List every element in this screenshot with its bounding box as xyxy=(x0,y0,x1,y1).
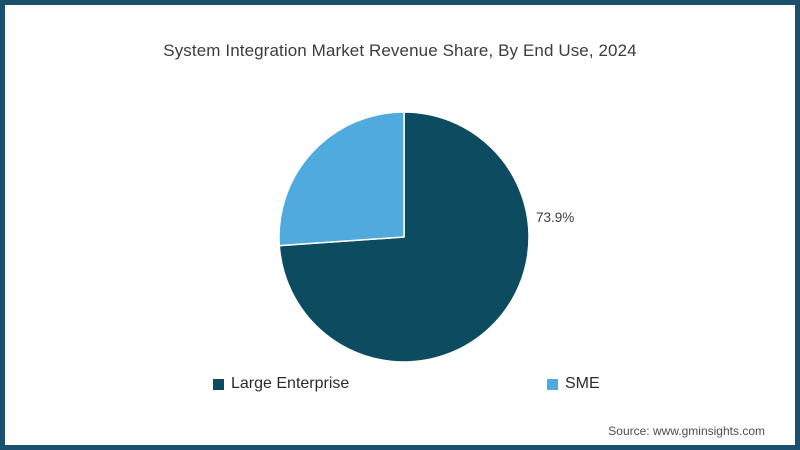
chart-title: System Integration Market Revenue Share,… xyxy=(163,41,637,60)
legend-label-large-enterprise: Large Enterprise xyxy=(231,375,350,392)
legend-item-large-enterprise: Large Enterprise xyxy=(213,376,349,392)
pie-chart-svg xyxy=(278,111,530,363)
legend-swatch-large-enterprise-icon xyxy=(213,378,224,390)
legend-label-sme: SME xyxy=(565,375,600,392)
pie-slice-sme xyxy=(278,111,405,247)
legend-item-sme: SME xyxy=(547,376,600,392)
source-attribution: Source: www.gminsights.com xyxy=(608,424,765,438)
pie-chart xyxy=(269,102,539,372)
data-label-large-enterprise: 73.9% xyxy=(536,210,575,225)
legend-swatch-sme-icon xyxy=(547,378,558,390)
